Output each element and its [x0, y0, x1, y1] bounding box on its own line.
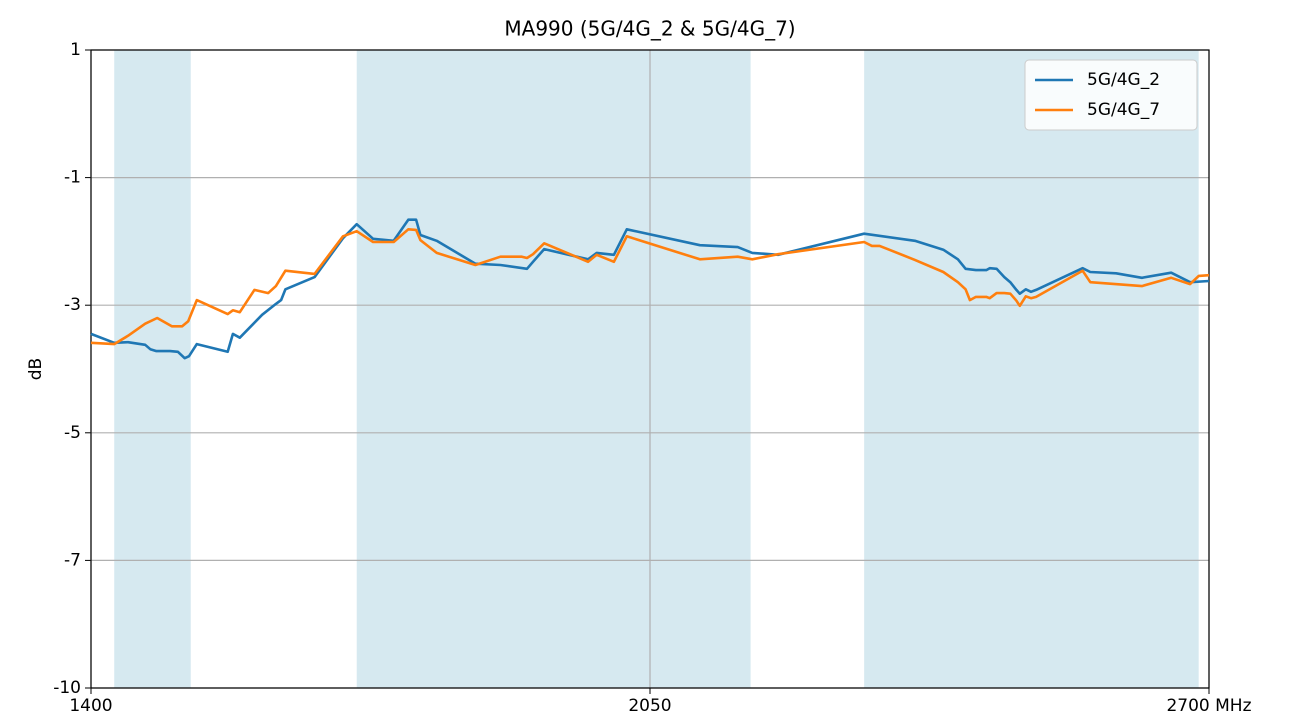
plot-frame — [90, 49, 1210, 689]
y-tick-label: -3 — [64, 295, 81, 315]
y-tick-label: -1 — [64, 168, 81, 188]
series-line — [90, 218, 1210, 360]
chart-title: MA990 (5G/4G_2 & 5G/4G_7) — [504, 17, 795, 41]
band — [114, 50, 191, 688]
legend: 5G/4G_2 5G/4G_7 — [1024, 59, 1198, 131]
band — [356, 50, 751, 688]
legend-label: 5G/4G_2 — [1087, 70, 1160, 90]
y-tick-label: 1 — [70, 40, 81, 60]
x-tick-label: 2700 MHz — [1166, 696, 1251, 716]
y-tick-label: -7 — [64, 550, 81, 570]
x-tick-label: 2050 — [628, 696, 671, 716]
legend-box — [1024, 59, 1198, 131]
y-tick-label: -5 — [64, 423, 81, 443]
x-tick-label: 1400 — [69, 696, 112, 716]
legend-label: 5G/4G_7 — [1087, 100, 1160, 120]
series-line — [90, 228, 1210, 346]
band — [864, 50, 1199, 688]
y-tick-label: -10 — [53, 678, 81, 698]
y-axis-label: dB — [26, 358, 46, 380]
